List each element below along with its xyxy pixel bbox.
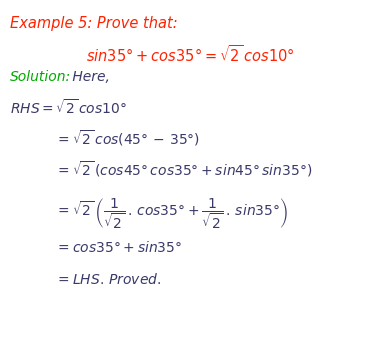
Text: $= \mathit{LHS}.\,\mathit{Proved}.$: $= \mathit{LHS}.\,\mathit{Proved}.$	[55, 272, 162, 287]
Text: Example 5: Prove that:: Example 5: Prove that:	[10, 16, 177, 31]
Text: $= \mathit{cos}35\degree + \mathit{sin}35\degree$: $= \mathit{cos}35\degree + \mathit{sin}3…	[55, 240, 182, 255]
Text: $\mathit{RHS} = \sqrt{2}\,\mathit{cos}10\degree$: $\mathit{RHS} = \sqrt{2}\,\mathit{cos}10…	[10, 99, 127, 118]
Text: $= \sqrt{2}\,(\mathit{cos}45\degree\,\mathit{cos}35\degree + \mathit{sin}45\degr: $= \sqrt{2}\,(\mathit{cos}45\degree\,\ma…	[55, 159, 312, 179]
Text: $= \sqrt{2}\,\mathit{cos}(45\degree\,-\,35\degree)$: $= \sqrt{2}\,\mathit{cos}(45\degree\,-\,…	[55, 128, 200, 148]
Text: $\mathit{sin}35\degree + \mathit{cos}35\degree = \sqrt{2}\,\mathit{cos}10\degree: $\mathit{sin}35\degree + \mathit{cos}35\…	[86, 44, 294, 65]
Text: Here,: Here,	[68, 70, 110, 84]
Text: Solution:: Solution:	[10, 70, 71, 84]
Text: $= \sqrt{2}\,\left(\dfrac{1}{\sqrt{2}}\,.\,\mathit{cos}35\degree + \dfrac{1}{\sq: $= \sqrt{2}\,\left(\dfrac{1}{\sqrt{2}}\,…	[55, 197, 288, 231]
